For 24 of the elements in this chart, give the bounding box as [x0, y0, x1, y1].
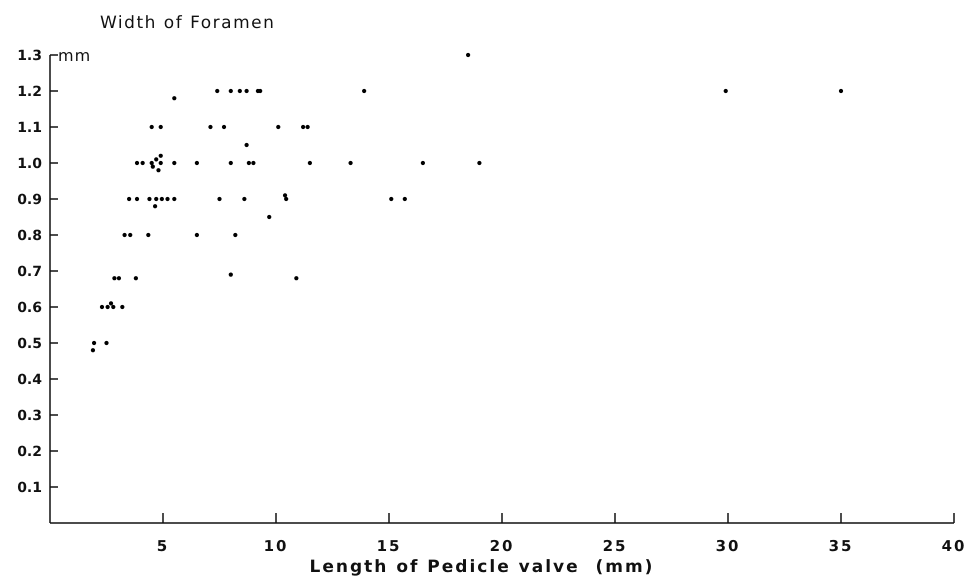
annotation: mm: [58, 46, 92, 65]
y-tick-label: 1.2: [17, 84, 42, 100]
x-tick-label: 5: [156, 537, 170, 555]
x-tick-label: 15: [376, 537, 402, 555]
y-tick-label: 0.2: [17, 444, 42, 460]
y-axis-title: Width of Foramen: [100, 13, 276, 33]
y-tick-label: 0.7: [17, 264, 42, 280]
y-tick-label: 0.1: [17, 480, 42, 496]
y-tick-label: 1.0: [17, 156, 42, 172]
x-tick-label: 10: [264, 537, 288, 555]
x-tick-label: 35: [828, 537, 854, 555]
y-tick-label: 0.4: [17, 372, 42, 388]
y-tick-label: 0.5: [17, 336, 42, 352]
y-tick-label: 1.3: [17, 48, 42, 64]
x-tick-label: 25: [602, 537, 628, 555]
y-tick-label: 0.6: [17, 300, 42, 316]
y-tick-label: 0.8: [17, 228, 42, 244]
x-tick-label: 40: [942, 537, 966, 555]
y-tick-label: 0.9: [17, 192, 42, 208]
x-tick-label: 30: [716, 537, 740, 555]
x-tick-label: 20: [490, 537, 514, 555]
y-tick-label: 1.1: [17, 120, 42, 136]
x-axis-title: Length of Pedicle valve (mm): [310, 557, 654, 577]
y-tick-label: 0.3: [17, 408, 42, 424]
